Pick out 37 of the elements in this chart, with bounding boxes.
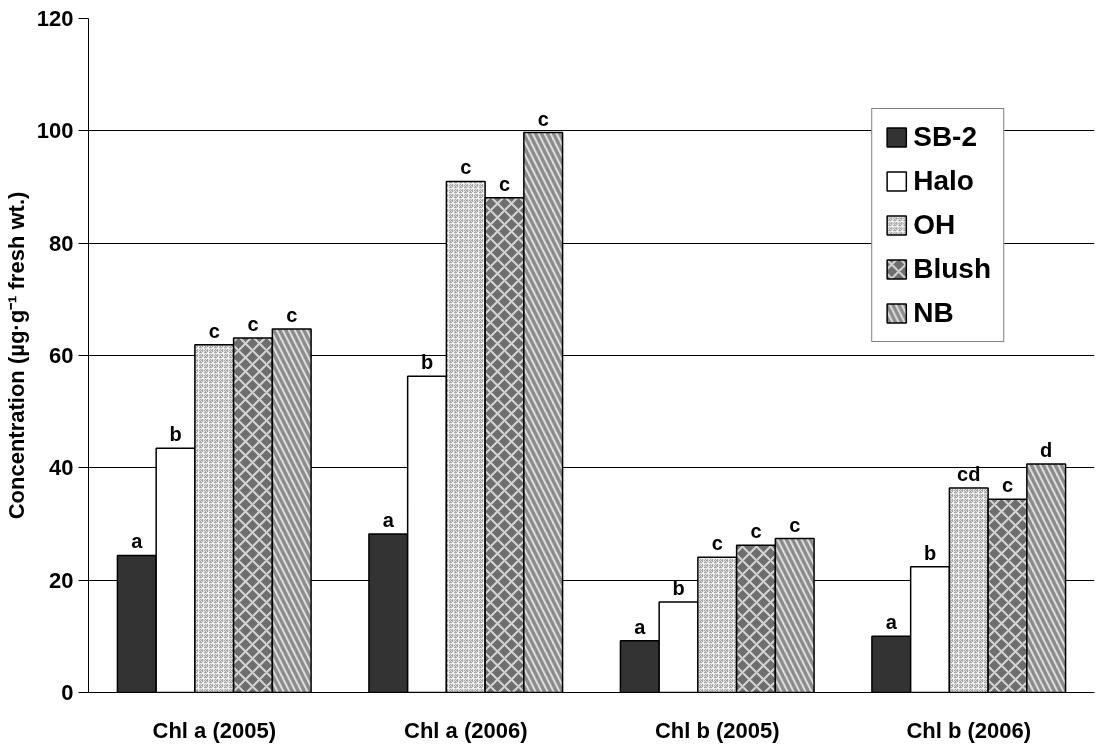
x-tick-label: Chl a (2005) (152, 717, 276, 743)
y-tick-label: 40 (49, 455, 74, 481)
annotation: a (885, 611, 898, 634)
y-tick-label: 80 (49, 230, 74, 256)
x-tick-label: Chl b (2006) (906, 717, 1032, 743)
annotation: c (789, 513, 801, 536)
annotation: b (923, 541, 937, 564)
legend-label: Blush (913, 253, 991, 285)
annotation: b (169, 423, 182, 446)
y-tick-label: 120 (36, 6, 74, 31)
annotation: c (750, 520, 762, 543)
y-tick-label: 60 (49, 343, 74, 368)
legend-label: Halo (913, 165, 974, 197)
annotation: d (1040, 438, 1053, 461)
y-axis-title: Concentration (µg·g⁻¹ fresh wt.) (3, 191, 29, 520)
annotation: c (1001, 474, 1014, 497)
y-tick-label: 100 (36, 118, 74, 144)
legend-label: OH (913, 209, 956, 241)
y-tick-label: 20 (49, 567, 74, 593)
x-tick-label: Chl b (2005) (654, 717, 780, 743)
annotation: cd (957, 463, 981, 486)
y-tick-label: 0 (61, 680, 74, 705)
annotation: c (208, 319, 220, 342)
annotation: c (711, 532, 723, 555)
annotation: c (460, 156, 472, 179)
annotation: a (131, 530, 144, 553)
annotation: c (247, 313, 259, 336)
x-tick-label: Chl a (2006) (404, 717, 528, 743)
legend-label: NB (913, 297, 954, 329)
annotation: a (634, 615, 647, 638)
annotation: c (498, 172, 511, 195)
annotation: c (286, 304, 298, 327)
annotation: b (420, 351, 434, 374)
annotation: c (537, 107, 549, 130)
legend-label: SB-2 (913, 121, 978, 153)
annotation: a (382, 509, 395, 532)
annotation: b (672, 577, 685, 600)
